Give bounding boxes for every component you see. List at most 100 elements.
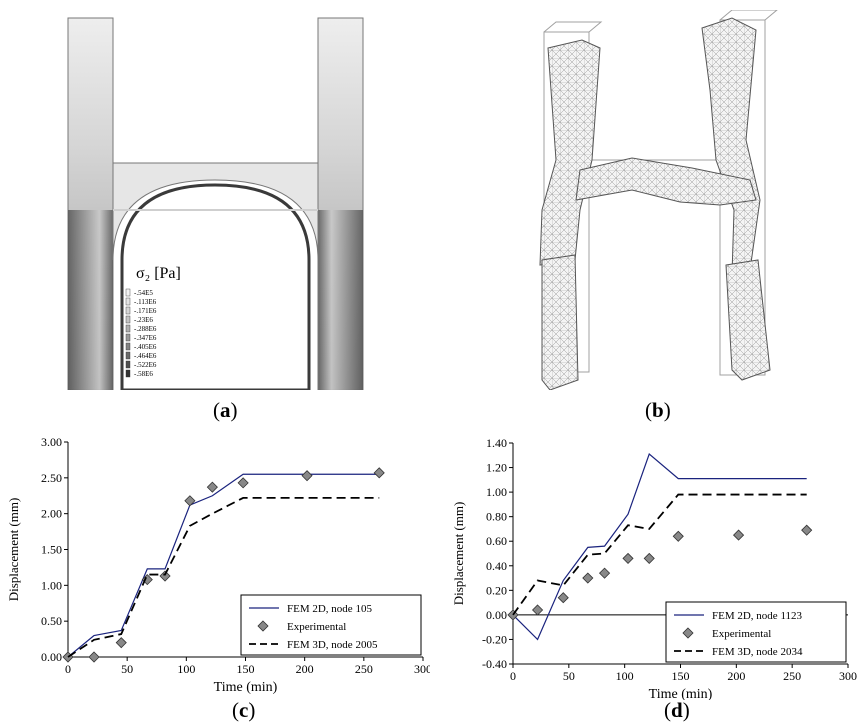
fem-3d-line <box>67 497 380 658</box>
experimental-point <box>373 467 385 479</box>
legend-value: -.58E6 <box>134 370 153 378</box>
caption-b: (b) <box>645 398 671 422</box>
experimental-point <box>672 530 684 542</box>
experimental-point <box>582 572 594 584</box>
x-tick-label: 200 <box>296 662 314 676</box>
y-tick-label: 1.00 <box>486 485 507 499</box>
experimental-point <box>532 604 544 616</box>
legend-swatch <box>125 288 131 297</box>
legend-value: -.113E6 <box>134 298 157 306</box>
x-tick-label: 50 <box>563 669 575 683</box>
panel-c: 0 50 100 150 200 250 300 0.00 0.50 1.00 1.50 2.00 2.… <box>0 425 432 700</box>
caption-d: (d) <box>664 698 690 722</box>
legend-swatch <box>125 333 131 342</box>
contour-legend: -.54E5-.113E6-.171E6-.23E6-.288E6-.347E6… <box>125 288 157 378</box>
legend-label: FEM 2D, node 1123 <box>712 610 803 622</box>
deformed-left-foot <box>541 254 579 391</box>
y-tick-label: 3.00 <box>41 435 62 449</box>
experimental-point <box>301 470 313 482</box>
y-tick-label: 0.00 <box>486 608 507 622</box>
chart-c: 0 50 100 150 200 250 300 0.00 0.50 1.00 1.50 2.00 2.… <box>6 435 432 695</box>
experimental-point <box>599 567 611 579</box>
deformed-right-foot <box>725 259 771 381</box>
legend-marker <box>257 620 269 632</box>
experimental-point <box>88 651 100 663</box>
deformed-crossbar <box>575 157 757 206</box>
experimental-point <box>801 524 813 536</box>
experimental-point <box>206 481 218 493</box>
deformed-mesh-figure <box>539 9 779 391</box>
legend-label: FEM 2D, node 105 <box>287 603 372 615</box>
fem-2d-line <box>67 473 380 658</box>
experimental-point <box>237 477 249 489</box>
legend-value: -.23E6 <box>134 316 153 324</box>
caption-c: (c) <box>232 698 256 722</box>
y-tick-label: -0.40 <box>482 657 507 671</box>
x-axis-label: Time (min) <box>649 687 713 700</box>
x-axis-label: Time (min) <box>214 680 278 695</box>
legend-box <box>665 601 847 663</box>
experimental-point <box>557 592 569 604</box>
x-tick-label: 250 <box>355 662 373 676</box>
legend-value: -.54E5 <box>134 289 153 297</box>
y-tick-label: 0.00 <box>41 650 62 664</box>
y-tick-label: 1.40 <box>486 436 507 450</box>
legend-value: -.288E6 <box>134 325 157 333</box>
arch-opening <box>120 183 311 392</box>
y-tick-label: 1.00 <box>41 578 62 592</box>
crossbar <box>112 162 319 390</box>
x-tick-label: 200 <box>727 669 745 683</box>
legend-label: Experimental <box>287 621 346 633</box>
x-tick-label: 50 <box>121 662 133 676</box>
experimental-point <box>622 552 634 564</box>
legend-swatch <box>125 315 131 324</box>
y-tick-label: 0.50 <box>41 614 62 628</box>
y-tick-label: 0.60 <box>486 534 507 548</box>
legend-value: -.405E6 <box>134 343 157 351</box>
y-tick-label: 1.20 <box>486 461 507 475</box>
deformed-right-leg <box>701 17 761 276</box>
fem-2d-line <box>512 453 807 641</box>
y-tick-label: 2.00 <box>41 507 62 521</box>
stress-contour-figure: σ₂ [Pa] -.54E5-.113E6-.171E6-.23E6-.288E… <box>67 17 364 392</box>
legend-label: Experimental <box>712 628 771 640</box>
experimental-point <box>184 495 196 507</box>
x-tick-label: 0 <box>65 662 71 676</box>
x-tick-label: 100 <box>177 662 195 676</box>
caption-a: (a) <box>213 398 238 422</box>
legend-value: -.171E6 <box>134 307 157 315</box>
y-tick-label: 0.20 <box>486 583 507 597</box>
legend-swatch <box>125 369 131 378</box>
y-axis-label: Displacement (mm) <box>451 502 466 606</box>
y-tick-label: 0.40 <box>486 559 507 573</box>
legend-value: -.464E6 <box>134 352 157 360</box>
experimental-point <box>643 552 655 564</box>
legend-label: FEM 3D, node 2034 <box>712 646 803 658</box>
x-tick-label: 300 <box>414 662 430 676</box>
experimental-point <box>115 637 127 649</box>
legend-label: FEM 3D, node 2005 <box>287 639 378 651</box>
legend-swatch <box>125 342 131 351</box>
y-tick-label: 1.50 <box>41 543 62 557</box>
deformed-left-leg <box>539 39 601 266</box>
legend-swatch <box>125 306 131 315</box>
legend-marker <box>682 627 694 639</box>
experimental-point <box>159 570 171 582</box>
x-tick-label: 250 <box>783 669 801 683</box>
y-tick-label: 0.80 <box>486 510 507 524</box>
y-axis-label: Displacement (mm) <box>6 498 21 602</box>
experimental-point <box>141 574 153 586</box>
legend-value: -.347E6 <box>134 334 157 342</box>
panel-a: σ₂ [Pa] -.54E5 -.113E6 -.171E6 -.23E6 -.288E… <box>60 10 390 392</box>
legend-swatch <box>125 297 131 306</box>
y-tick-label: -0.20 <box>482 632 507 646</box>
x-tick-label: 150 <box>672 669 690 683</box>
legend-swatch <box>125 324 131 333</box>
fem-3d-line <box>512 493 807 616</box>
x-tick-label: 0 <box>510 669 516 683</box>
legend-swatch <box>125 351 131 360</box>
x-tick-label: 150 <box>237 662 255 676</box>
y-tick-label: 2.50 <box>41 471 62 485</box>
experimental-point <box>733 529 745 541</box>
panel-d: 0 50 100 150 200 250 300 -0.40 -0.20 0.00 0.20 0.40… <box>440 425 860 702</box>
